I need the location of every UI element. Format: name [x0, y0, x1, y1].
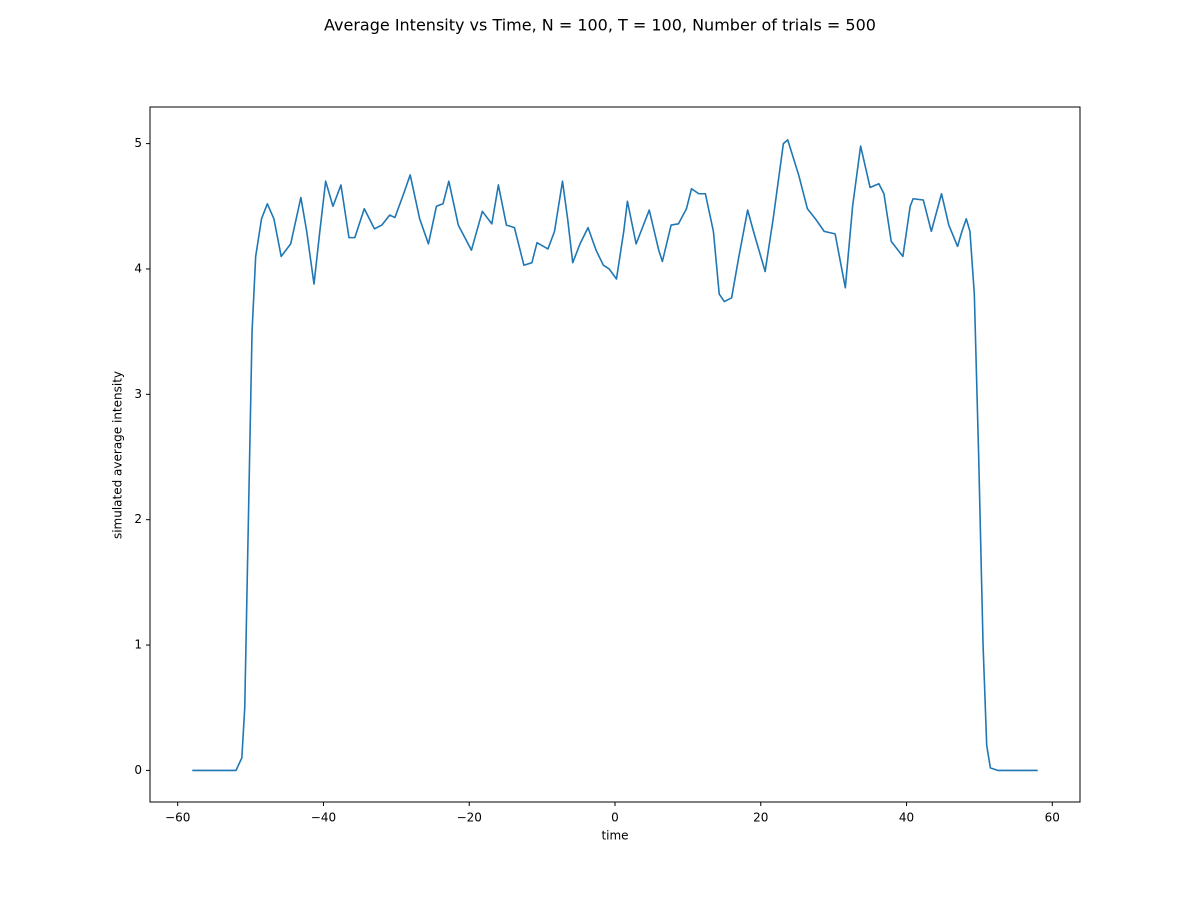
- y-tick-label: 1: [134, 638, 142, 652]
- chart-title: Average Intensity vs Time, N = 100, T = …: [324, 16, 876, 35]
- y-tick-label: 5: [134, 136, 142, 150]
- y-tick-label: 0: [134, 763, 142, 777]
- x-tick-label: 0: [611, 811, 619, 825]
- y-axis-label: simulated average intensity: [111, 371, 125, 539]
- x-tick-label: −20: [457, 811, 482, 825]
- x-axis-label: time: [601, 829, 628, 843]
- x-tick-label: 20: [753, 811, 768, 825]
- x-tick-label: −60: [165, 811, 190, 825]
- y-tick-label: 4: [134, 261, 142, 275]
- y-tick-label: 2: [134, 512, 142, 526]
- x-tick-label: 40: [899, 811, 914, 825]
- y-tick-label: 3: [134, 387, 142, 401]
- data-line: [192, 139, 1038, 772]
- x-tick-label: −40: [311, 811, 336, 825]
- plot-frame: [149, 106, 1081, 803]
- x-tick-label: 60: [1045, 811, 1060, 825]
